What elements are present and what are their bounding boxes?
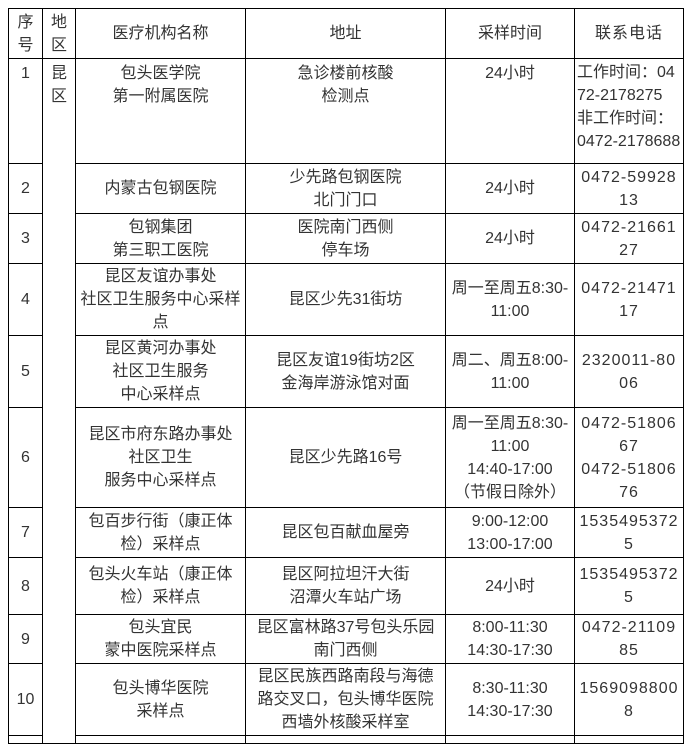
cell-institution-name: 昆区黄河办事处 社区卫生服务 中心采样点 <box>75 335 246 408</box>
cell-address: 医院南门西侧 停车场 <box>245 213 446 264</box>
cell-institution-name: 昆区市府东路办事处 社区卫生 服务中心采样点 <box>75 407 246 508</box>
cell-sampling-time: 周一至周五8:30-11:00 14:40-17:00 （节假日除外） <box>445 407 575 508</box>
table-row: 2 内蒙古包钢医院 少先路包钢医院 北门门口 24小时 0472-5992813 <box>8 163 684 214</box>
cell-serial: 5 <box>8 335 43 408</box>
header-cell-district: 地区 <box>42 8 76 59</box>
header-cell-sampling-time: 采样时间 <box>445 8 575 59</box>
table-row: 5 昆区黄河办事处 社区卫生服务 中心采样点 昆区友谊19街坊2区 金海岸游泳馆… <box>8 335 684 408</box>
cell-sampling-time: 8:30-11:30 14:30-17:30 <box>445 663 575 736</box>
cell-institution-name <box>75 735 246 744</box>
cell-institution-name: 包头宜民 蒙中医院采样点 <box>75 614 246 664</box>
header-cell-phone: 联系电话 <box>574 8 684 59</box>
cell-phone: 0472-2110985 <box>574 614 684 664</box>
cell-serial: 3 <box>8 213 43 264</box>
cell-serial: 10 <box>8 663 43 736</box>
page: { "table": { "headers": { "no": "序号", "d… <box>0 8 691 744</box>
table-row: 3 包钢集团 第三职工医院 医院南门西侧 停车场 24小时 0472-21661… <box>8 213 684 264</box>
header-cell-address: 地址 <box>245 8 446 59</box>
table-row: 10 包头博华医院 采样点 昆区民族西路南段与海德路交叉口，包头博华医院西墙外核… <box>8 663 684 736</box>
cell-phone: 0472-2166127 <box>574 213 684 264</box>
cell-serial: 6 <box>8 407 43 508</box>
table-row: 7 包百步行街（康正体检）采样点 昆区包百献血屋旁 9:00-12:00 13:… <box>8 507 684 558</box>
table-row: 6 昆区市府东路办事处 社区卫生 服务中心采样点 昆区少先路16号 周一至周五8… <box>8 407 684 508</box>
table-header-row: 序号 地区 医疗机构名称 地址 采样时间 联系电话 <box>8 8 684 59</box>
cell-address: 昆区友谊19街坊2区 金海岸游泳馆对面 <box>245 335 446 408</box>
cell-district: 昆区 <box>42 58 76 744</box>
table-row: 4 昆区友谊办事处 社区卫生服务中心采样点 昆区少先31街坊 周一至周五8:30… <box>8 263 684 336</box>
table-row: 8 包头火车站（康正体检）采样点 昆区阿拉坦汗大街 沼潭火车站广场 24小时 1… <box>8 557 684 615</box>
cell-institution-name: 内蒙古包钢医院 <box>75 163 246 214</box>
cell-address: 少先路包钢医院 北门门口 <box>245 163 446 214</box>
cell-phone: 0472-5180667 0472-5180676 <box>574 407 684 508</box>
cell-institution-name: 包钢集团 第三职工医院 <box>75 213 246 264</box>
cell-institution-name: 包头博华医院 采样点 <box>75 663 246 736</box>
cell-address: 昆区民族西路南段与海德路交叉口，包头博华医院西墙外核酸采样室 <box>245 663 446 736</box>
cell-serial: 9 <box>8 614 43 664</box>
cell-sampling-time: 24小时 <box>445 213 575 264</box>
table-row: 9 包头宜民 蒙中医院采样点 昆区富林路37号包头乐园 南门西侧 8:00-11… <box>8 614 684 664</box>
cell-address: 昆区少先路16号 <box>245 407 446 508</box>
medical-sites-table: 序号 地区 医疗机构名称 地址 采样时间 联系电话 1 昆区 包头医学院 第一附… <box>8 8 684 744</box>
cell-sampling-time: 24小时 <box>445 163 575 214</box>
cell-phone: 2320011-8006 <box>574 335 684 408</box>
header-cell-serial: 序号 <box>8 8 43 59</box>
cell-address: 昆区少先31街坊 <box>245 263 446 336</box>
cell-institution-name: 包头火车站（康正体检）采样点 <box>75 557 246 615</box>
cell-serial: 7 <box>8 507 43 558</box>
cell-serial: 2 <box>8 163 43 214</box>
cell-sampling-time: 24小时 <box>445 58 575 164</box>
cell-institution-name: 包百步行街（康正体检）采样点 <box>75 507 246 558</box>
cell-serial: 1 <box>8 58 43 164</box>
cell-phone: 15690988008 <box>574 663 684 736</box>
cell-address: 昆区富林路37号包头乐园 南门西侧 <box>245 614 446 664</box>
table-row: 1 昆区 包头医学院 第一附属医院 急诊楼前核酸 检测点 24小时 工作时间：0… <box>8 58 684 744</box>
cell-address: 急诊楼前核酸 检测点 <box>245 58 446 164</box>
cell-sampling-time <box>445 735 575 744</box>
cell-address: 昆区阿拉坦汗大街 沼潭火车站广场 <box>245 557 446 615</box>
cell-sampling-time: 周一至周五8:30-11:00 <box>445 263 575 336</box>
header-cell-institution: 医疗机构名称 <box>75 8 246 59</box>
cell-phone: 15354953725 <box>574 507 684 558</box>
cell-address: 昆区包百献血屋旁 <box>245 507 446 558</box>
cell-phone: 15354953725 <box>574 557 684 615</box>
cell-phone <box>574 735 684 744</box>
cell-serial: 8 <box>8 557 43 615</box>
cell-sampling-time: 24小时 <box>445 557 575 615</box>
cell-phone: 工作时间：0472-2178275 非工作时间：0472-2178688 <box>574 58 684 164</box>
cell-institution-name: 包头医学院 第一附属医院 <box>75 58 246 164</box>
cell-serial: 4 <box>8 263 43 336</box>
table-row-cropped <box>8 735 684 744</box>
cell-institution-name: 昆区友谊办事处 社区卫生服务中心采样点 <box>75 263 246 336</box>
cell-phone: 0472-2147117 <box>574 263 684 336</box>
cell-phone: 0472-5992813 <box>574 163 684 214</box>
cell-sampling-time: 8:00-11:30 14:30-17:30 <box>445 614 575 664</box>
cell-address <box>245 735 446 744</box>
cell-sampling-time: 周二、周五8:00-11:00 <box>445 335 575 408</box>
cell-sampling-time: 9:00-12:00 13:00-17:00 <box>445 507 575 558</box>
cell-serial <box>8 735 43 744</box>
